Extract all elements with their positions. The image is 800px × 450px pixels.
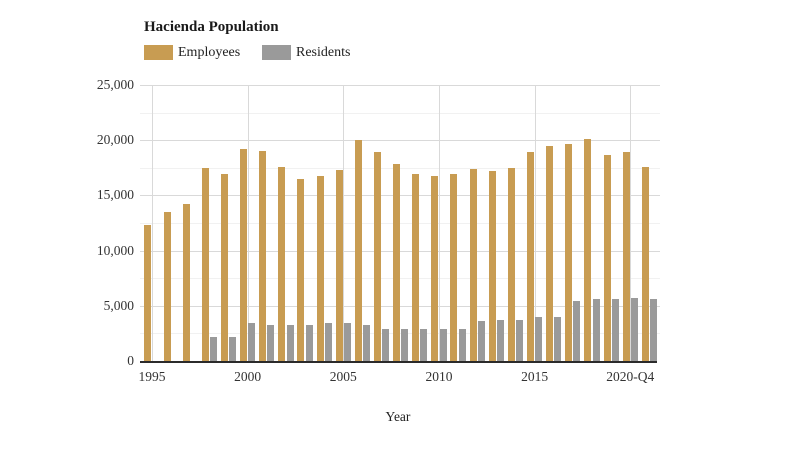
bar-residents xyxy=(382,328,390,361)
bar-residents xyxy=(267,324,275,361)
chart-title: Hacienda Population xyxy=(144,19,279,35)
gridline-v xyxy=(534,85,536,361)
bar-employees xyxy=(603,154,611,361)
gridline-h-minor xyxy=(140,112,660,114)
x-tick-label: 2010 xyxy=(425,369,453,384)
bar-employees xyxy=(297,178,305,361)
legend-item-employees: Employees xyxy=(144,45,240,60)
gridline-h-major xyxy=(140,140,660,142)
gridline-h-major xyxy=(140,85,660,86)
gridline-v xyxy=(247,85,249,361)
bar-employees xyxy=(278,166,286,361)
bar-residents xyxy=(286,324,294,361)
bar-residents xyxy=(496,320,504,361)
bar-residents xyxy=(363,324,371,361)
bar-residents xyxy=(630,298,638,361)
bar-employees xyxy=(163,211,171,361)
gridline-v xyxy=(343,85,345,361)
bar-employees xyxy=(259,151,267,361)
x-tick-label: 1995 xyxy=(138,369,166,384)
x-axis-line xyxy=(140,361,657,363)
bar-employees xyxy=(546,145,554,361)
bar-employees xyxy=(182,204,190,361)
bar-residents xyxy=(516,320,524,361)
bar-employees xyxy=(412,174,420,361)
bar-residents xyxy=(477,321,485,361)
bar-residents xyxy=(401,328,409,361)
bar-employees xyxy=(488,171,496,361)
bar-employees xyxy=(507,167,515,361)
gridline-v xyxy=(438,85,440,361)
bar-residents xyxy=(458,328,466,361)
bar-residents xyxy=(248,323,256,361)
x-axis-title: Year xyxy=(385,409,411,424)
bar-residents xyxy=(343,323,351,361)
bar-residents xyxy=(649,299,657,361)
bar-residents xyxy=(324,323,332,361)
bar-residents xyxy=(420,328,428,361)
bar-employees xyxy=(450,174,458,361)
bar-residents xyxy=(592,299,600,361)
gridline-v xyxy=(630,85,632,361)
bar-residents xyxy=(535,316,543,361)
bar-employees xyxy=(469,168,477,361)
x-tick-label: 2020-Q4 xyxy=(606,369,655,384)
y-tick-label: 25,000 xyxy=(96,77,134,92)
bar-residents xyxy=(611,299,619,361)
bar-residents xyxy=(439,328,447,361)
bar-residents xyxy=(305,324,313,361)
bar-employees xyxy=(316,175,324,361)
y-tick-label: 15,000 xyxy=(96,187,134,203)
legend-swatch-residents xyxy=(262,45,291,60)
x-tick-label: 2000 xyxy=(234,369,262,384)
y-tick-label: 10,000 xyxy=(96,242,134,258)
bar-employees xyxy=(220,174,228,361)
bar-employees xyxy=(201,167,209,361)
bar-residents xyxy=(209,336,217,361)
bar-employees xyxy=(527,152,534,361)
bar-residents xyxy=(554,316,562,361)
bar-residents xyxy=(573,301,581,361)
bar-employees xyxy=(431,175,439,361)
legend-item-residents: Residents xyxy=(262,45,350,60)
bar-employees xyxy=(641,166,649,361)
legend-label-residents: Residents xyxy=(296,45,351,60)
legend-label-employees: Employees xyxy=(178,45,241,60)
bar-employees xyxy=(354,140,362,361)
x-tick-label: 2015 xyxy=(521,369,549,384)
y-tick-label: 20,000 xyxy=(96,132,134,148)
bar-employees xyxy=(335,170,343,361)
y-tick-label: 5,000 xyxy=(103,297,134,313)
bar-employees xyxy=(584,139,592,361)
gridline-v xyxy=(152,85,153,361)
bar-employees xyxy=(393,164,401,361)
bar-employees xyxy=(373,152,381,361)
bar-employees xyxy=(565,143,573,361)
bar-employees xyxy=(240,149,248,361)
bar-residents xyxy=(229,336,237,361)
bar-employees xyxy=(622,152,630,361)
x-tick-label: 2005 xyxy=(329,369,357,384)
y-tick-label: 0 xyxy=(127,353,134,368)
legend-swatch-employees xyxy=(144,45,173,60)
bar-employees xyxy=(144,225,152,361)
